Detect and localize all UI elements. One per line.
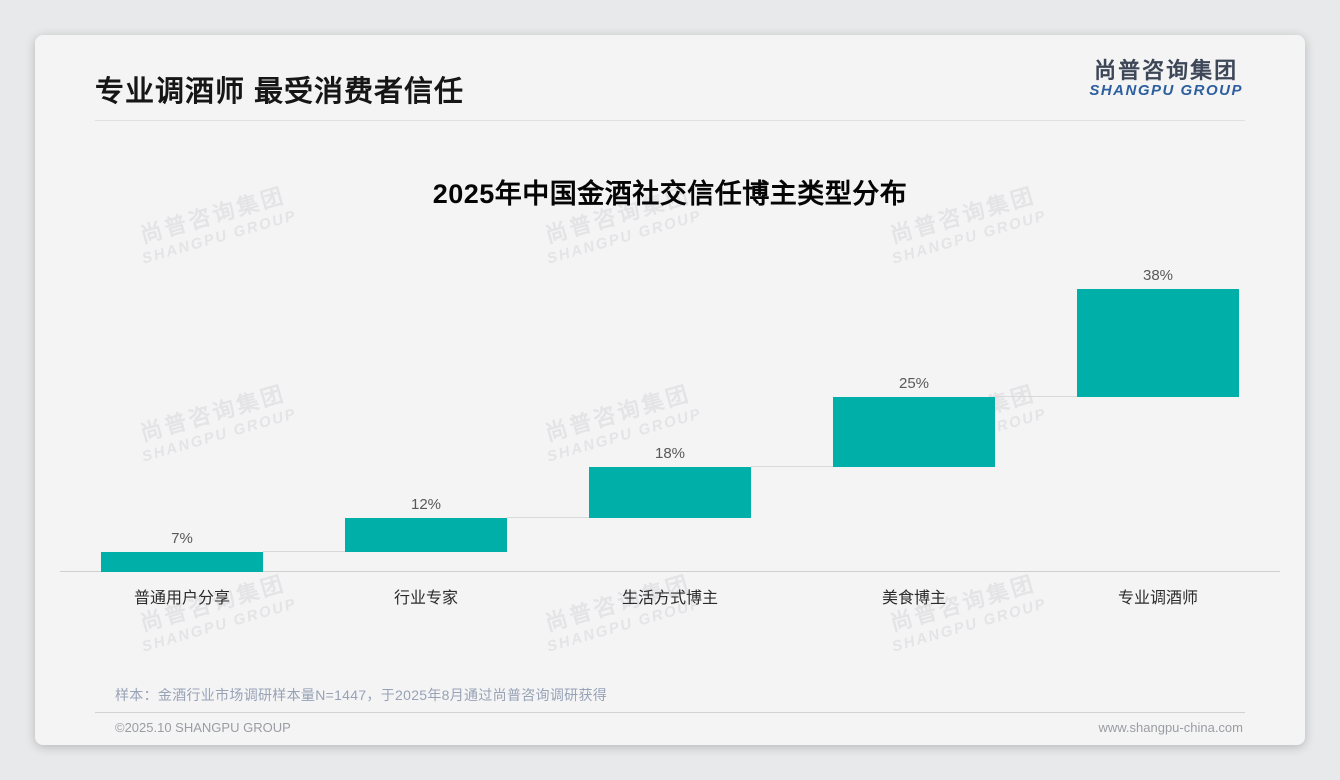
slide-card: 尚普咨询集团 SHANGPU GROUP 尚普咨询集团 SHANGPU GROUP 尚普… xyxy=(35,35,1305,745)
sample-note: 样本：金酒行业市场调研样本量N=1447，于2025年8月通过尚普咨询调研获得 xyxy=(115,687,608,703)
x-axis-category-label: 行业专家 xyxy=(393,590,458,607)
x-axis-category-label: 美食博主 xyxy=(881,590,946,607)
step-connector-line xyxy=(995,395,1077,397)
brand-logo: 尚普咨询集团 SHANGPU GROUP xyxy=(1089,58,1243,100)
bar-value-label: 12% xyxy=(410,496,442,514)
waterfall-bar xyxy=(1077,289,1239,397)
waterfall-bar xyxy=(833,396,995,468)
step-connector-line xyxy=(263,551,345,553)
header-divider xyxy=(95,120,1245,121)
waterfall-bar xyxy=(589,467,751,519)
copyright-text: ©2025.10 SHANGPU GROUP xyxy=(115,720,291,735)
chart-title: 2025年中国金酒社交信任博主类型分布 xyxy=(432,179,908,209)
footer-row: ©2025.10 SHANGPU GROUP www.shangpu-china… xyxy=(115,720,1243,735)
waterfall-bar xyxy=(345,518,507,553)
page-title: 专业调酒师 最受消费者信任 xyxy=(95,76,465,108)
x-axis-category-label: 普通用户分享 xyxy=(133,590,230,607)
bar-value-label: 7% xyxy=(171,530,193,548)
bar-value-label: 38% xyxy=(1142,267,1174,284)
footer-divider xyxy=(95,712,1245,713)
website-text: www.shangpu-china.com xyxy=(1098,720,1243,735)
x-axis-category-label: 生活方式博主 xyxy=(621,590,718,607)
brand-logo-cn: 尚普咨询集团 xyxy=(1094,58,1239,83)
header: 专业调酒师 最受消费者信任 尚普咨询集团 SHANGPU GROUP xyxy=(95,35,1245,120)
waterfall-bar xyxy=(101,552,263,572)
step-connector-line xyxy=(751,466,833,468)
step-connector-line xyxy=(507,517,589,519)
x-axis-category-label: 专业调酒师 xyxy=(1117,590,1198,607)
bar-value-label: 25% xyxy=(898,374,930,392)
x-axis-line xyxy=(60,571,1280,572)
waterfall-chart: 7% 12% 18% 25% 38% xyxy=(60,250,1280,572)
brand-logo-en: SHANGPU GROUP xyxy=(1089,82,1243,100)
x-axis-labels: 普通用户分享 行业专家 生活方式博主 美食博主 专业调酒师 xyxy=(60,584,1280,608)
bar-value-label: 18% xyxy=(654,445,686,463)
